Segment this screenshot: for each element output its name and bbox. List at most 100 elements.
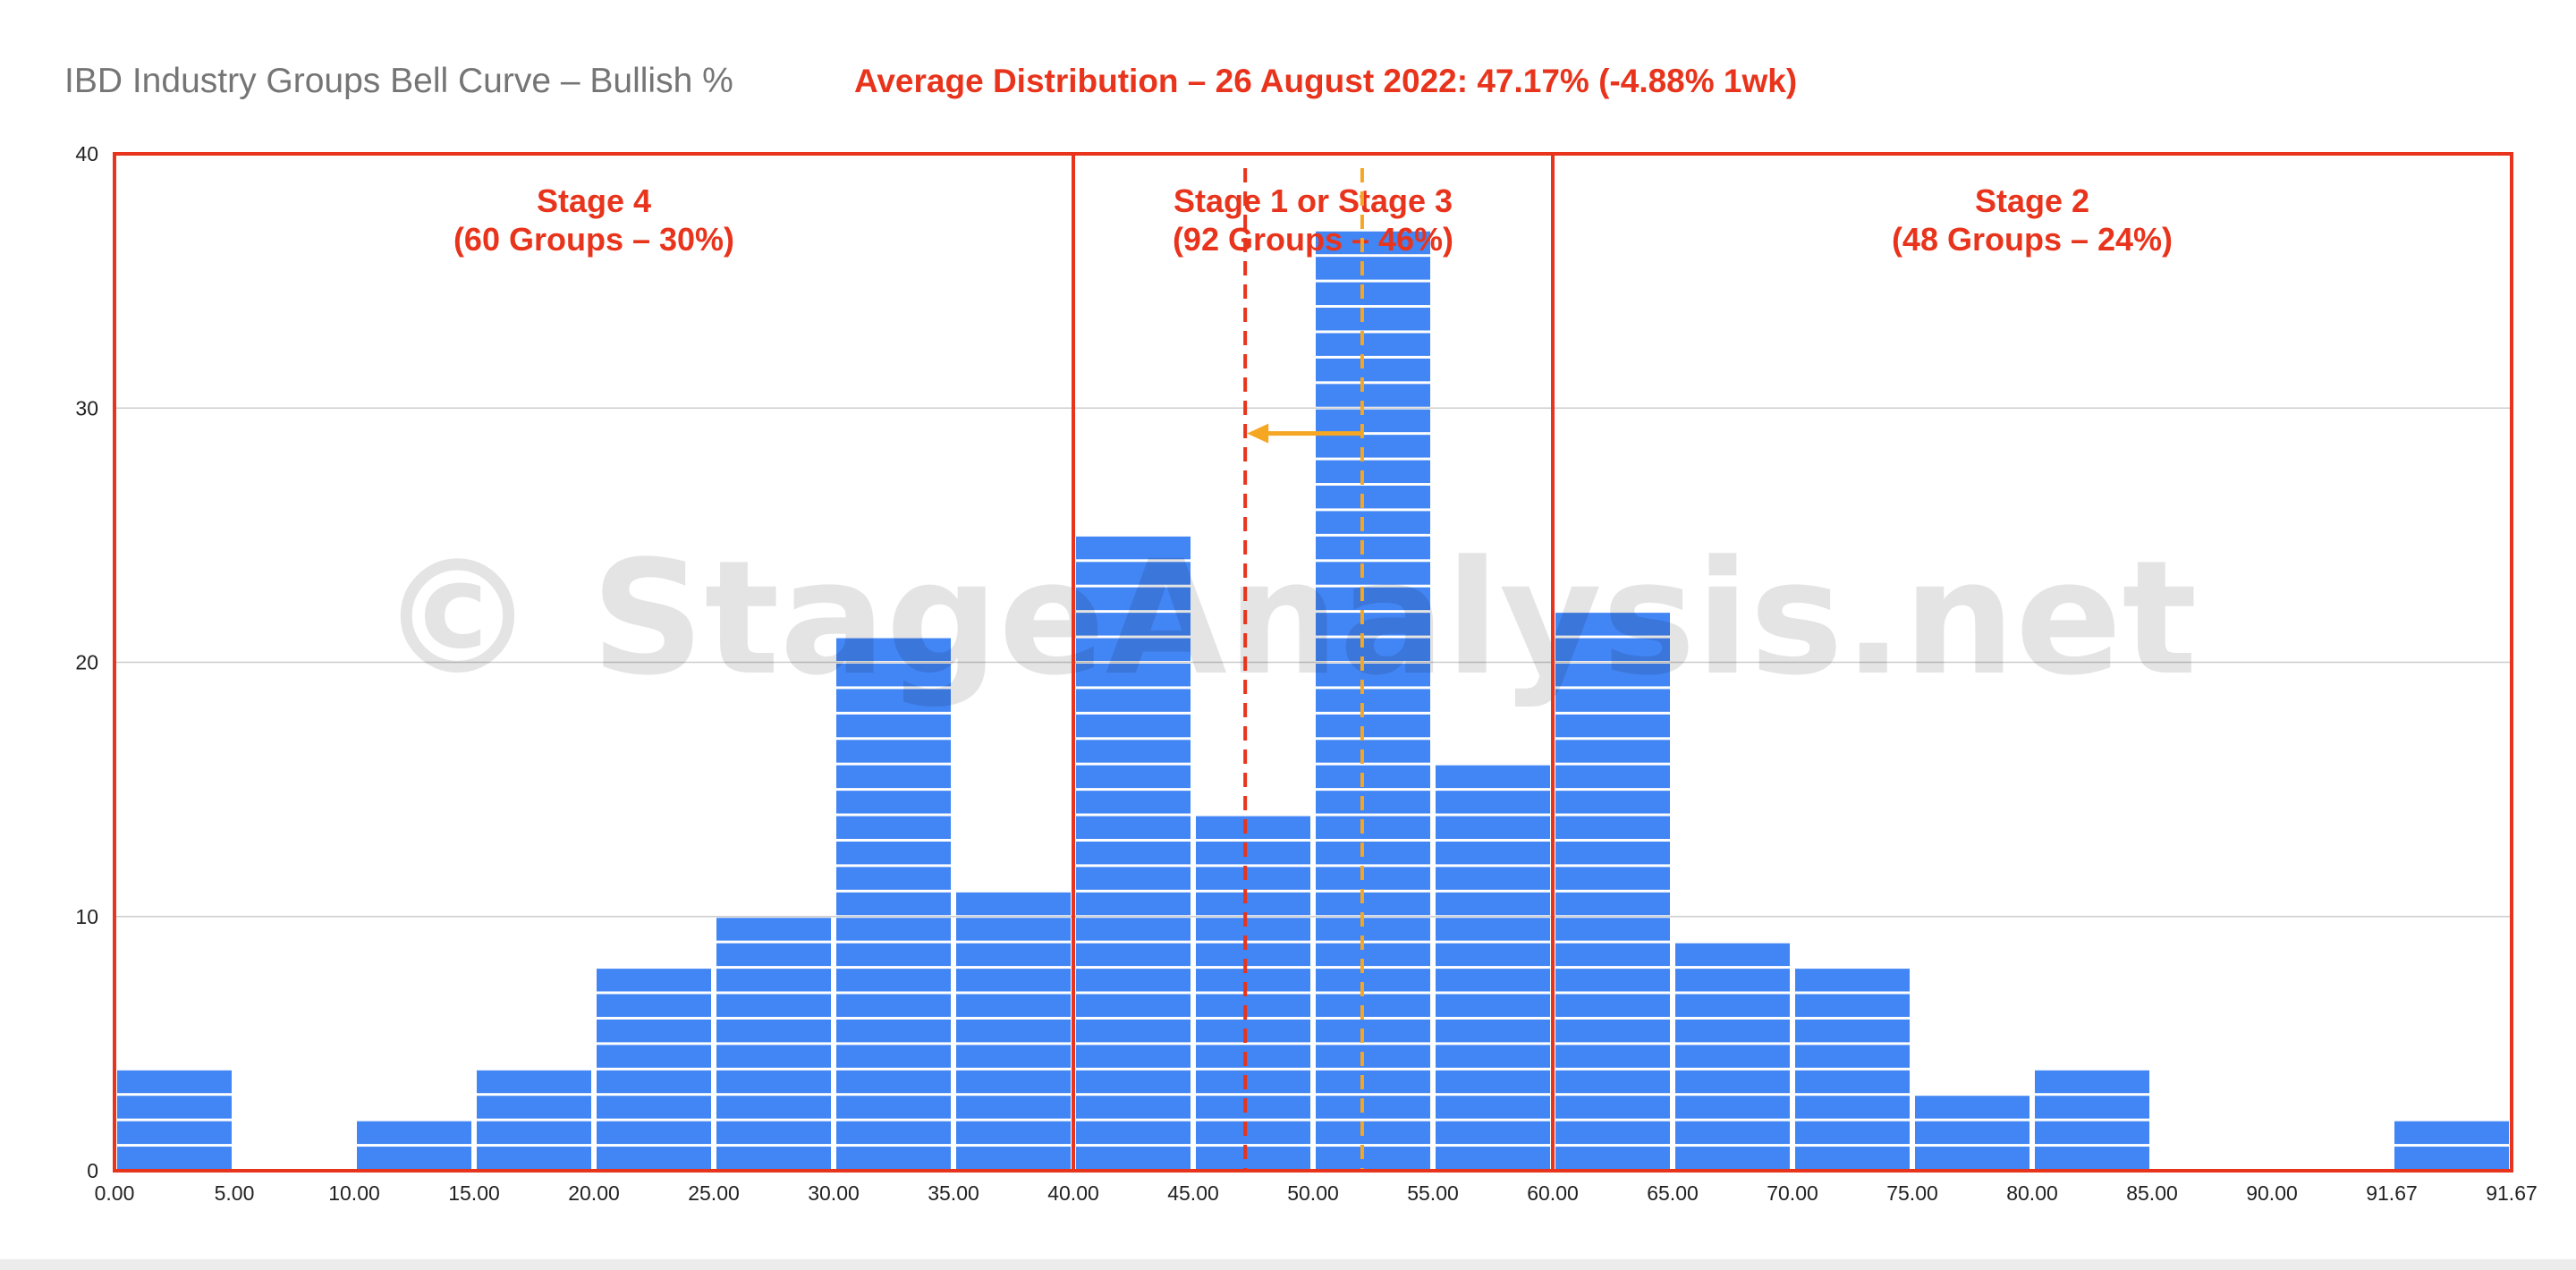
bar-segment — [1555, 638, 1670, 661]
x-tick-label: 0.00 — [95, 1181, 135, 1205]
bar-segment — [1076, 841, 1191, 865]
bar-segment — [1795, 1147, 1910, 1170]
x-tick-label: 15.00 — [448, 1181, 500, 1205]
x-tick-label: 35.00 — [928, 1181, 979, 1205]
bar-segment — [1795, 969, 1910, 992]
bars — [117, 231, 2509, 1170]
bar-3 — [477, 1070, 591, 1170]
bar-segment — [1795, 1096, 1910, 1119]
chart-subtitle: Average Distribution – 26 August 2022: 4… — [854, 63, 1797, 99]
x-tick-label: 85.00 — [2126, 1181, 2178, 1205]
bar-segment — [1436, 1121, 1550, 1145]
bar-segment — [1316, 816, 1430, 839]
bar-segment — [1436, 969, 1550, 992]
bar-segment — [1316, 1070, 1430, 1094]
bar-segment — [1076, 1121, 1191, 1145]
bar-segment — [1076, 867, 1191, 890]
bar-14 — [1795, 969, 1910, 1170]
bar-segment — [357, 1147, 471, 1170]
bar-15 — [1915, 1096, 2029, 1170]
bar-segment — [477, 1096, 591, 1119]
bar-segment — [1076, 1147, 1191, 1170]
bar-segment — [1076, 918, 1191, 941]
y-tick-label: 20 — [75, 651, 98, 674]
bar-19 — [2394, 1121, 2509, 1170]
stage-detail-label: (92 Groups – 46%) — [1173, 221, 1453, 258]
bar-segment — [1675, 994, 1790, 1017]
bar-segment — [1675, 1019, 1790, 1043]
bar-segment — [1675, 1045, 1790, 1068]
bar-segment — [2035, 1147, 2149, 1170]
bar-segment — [956, 994, 1071, 1017]
bar-16 — [2035, 1070, 2149, 1170]
bar-segment — [1436, 867, 1550, 890]
y-tick-label: 40 — [75, 142, 98, 165]
bar-segment — [1316, 1147, 1430, 1170]
bar-segment — [1555, 892, 1670, 916]
bar-segment — [1436, 765, 1550, 789]
bar-segment — [1316, 384, 1430, 407]
bar-segment — [836, 918, 951, 941]
watermark: © StageAnalysis.net — [378, 527, 2197, 710]
bar-segment — [1316, 791, 1430, 814]
bar-segment — [1436, 892, 1550, 916]
bar-segment — [836, 1147, 951, 1170]
bar-segment — [1316, 257, 1430, 280]
bar-segment — [1316, 460, 1430, 484]
bar-segment — [2035, 1096, 2149, 1119]
bar-segment — [1795, 1070, 1910, 1094]
bar-segment — [1076, 994, 1191, 1017]
axes: 0 10 20 30 40 0.00 5.00 10.00 15.00 20.00 25.00 30.… — [75, 142, 2537, 1205]
bar-segment — [1555, 1019, 1670, 1043]
bar-segment — [597, 1096, 711, 1119]
bar-segment — [1196, 892, 1310, 916]
bar-segment — [1076, 664, 1191, 687]
bar-segment — [1316, 841, 1430, 865]
bar-segment — [836, 1019, 951, 1043]
bar-segment — [836, 816, 951, 839]
y-tick-label: 0 — [87, 1159, 98, 1182]
bar-segment — [1436, 943, 1550, 967]
bar-segment — [1675, 1070, 1790, 1094]
bar-segment — [1795, 1121, 1910, 1145]
bar-segment — [716, 943, 831, 967]
x-tick-label: 45.00 — [1167, 1181, 1219, 1205]
bar-segment — [1316, 664, 1430, 687]
bar-segment — [1196, 969, 1310, 992]
bar-segment — [477, 1147, 591, 1170]
stage-name-label: Stage 2 — [1975, 182, 2089, 219]
x-tick-label: 75.00 — [1886, 1181, 1938, 1205]
bar-segment — [1316, 867, 1430, 890]
bar-segment — [1555, 1070, 1670, 1094]
bar-segment — [1316, 308, 1430, 331]
bar-segment — [716, 994, 831, 1017]
bar-segment — [1316, 358, 1430, 382]
bar-segment — [1316, 511, 1430, 534]
bar-segment — [1076, 1045, 1191, 1068]
bar-segment — [1076, 791, 1191, 814]
bar-segment — [716, 918, 831, 941]
bar-segment — [956, 1019, 1071, 1043]
bar-segment — [2035, 1121, 2149, 1145]
bar-segment — [1675, 969, 1790, 992]
bar-segment — [1555, 1096, 1670, 1119]
bar-segment — [956, 918, 1071, 941]
bar-segment — [1555, 1121, 1670, 1145]
bar-segment — [1436, 816, 1550, 839]
bar-segment — [836, 791, 951, 814]
bar-segment — [1555, 1147, 1670, 1170]
bar-segment — [836, 689, 951, 712]
bar-segment — [1675, 1121, 1790, 1145]
x-tick-label: 70.00 — [1767, 1181, 1818, 1205]
bar-segment — [1316, 943, 1430, 967]
bar-segment — [597, 1121, 711, 1145]
bar-13 — [1675, 943, 1790, 1170]
bar-segment — [836, 1070, 951, 1094]
bar-segment — [117, 1121, 232, 1145]
bar-segment — [1076, 1019, 1191, 1043]
bar-segment — [2035, 1070, 2149, 1094]
bar-segment — [1196, 816, 1310, 839]
x-tick-label: 5.00 — [215, 1181, 255, 1205]
bar-segment — [1316, 536, 1430, 560]
bar-segment — [1555, 791, 1670, 814]
